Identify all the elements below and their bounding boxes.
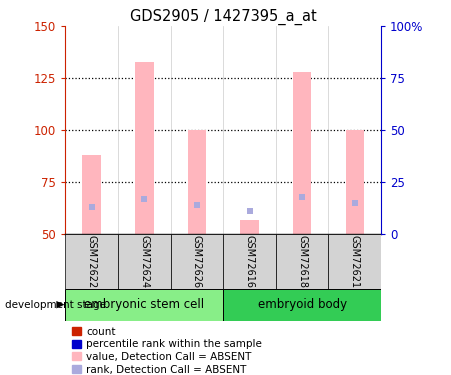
Text: GSM72622: GSM72622 [87, 235, 97, 288]
Text: embryoid body: embryoid body [258, 298, 347, 311]
Bar [293, 72, 311, 234]
Bar [83, 155, 101, 234]
Bar [188, 130, 206, 234]
Text: embryonic stem cell: embryonic stem cell [84, 298, 204, 311]
Text: GSM72618: GSM72618 [297, 235, 307, 288]
Text: GSM72624: GSM72624 [139, 235, 149, 288]
Bar [223, 289, 381, 321]
Bar [328, 234, 381, 289]
Text: GSM72621: GSM72621 [350, 235, 360, 288]
Bar [65, 234, 118, 289]
Text: GSM72616: GSM72616 [244, 235, 254, 288]
Title: GDS2905 / 1427395_a_at: GDS2905 / 1427395_a_at [130, 9, 317, 25]
Text: GSM72626: GSM72626 [192, 235, 202, 288]
Bar [276, 234, 328, 289]
Text: development stage: development stage [5, 300, 106, 309]
Polygon shape [56, 301, 64, 308]
Bar [170, 234, 223, 289]
Legend: count, percentile rank within the sample, value, Detection Call = ABSENT, rank, : count, percentile rank within the sample… [71, 326, 263, 375]
Bar [118, 234, 170, 289]
Bar [240, 220, 259, 234]
Bar [345, 130, 364, 234]
Bar [223, 234, 276, 289]
Bar [65, 289, 223, 321]
Bar [135, 62, 153, 234]
